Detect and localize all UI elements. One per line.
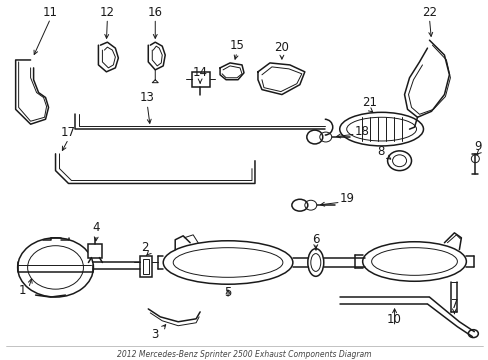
- Text: 18: 18: [353, 125, 368, 138]
- Text: 22: 22: [421, 6, 436, 19]
- Ellipse shape: [387, 151, 411, 171]
- Bar: [192, 72, 210, 87]
- Ellipse shape: [339, 112, 423, 146]
- Text: 16: 16: [147, 6, 163, 19]
- Text: 10: 10: [386, 313, 401, 326]
- Text: 21: 21: [362, 96, 376, 109]
- Text: 7: 7: [450, 298, 457, 311]
- Text: 9: 9: [474, 140, 481, 153]
- Bar: [140, 256, 152, 277]
- Bar: [143, 258, 149, 274]
- Text: 14: 14: [192, 66, 207, 79]
- Text: 19: 19: [339, 192, 353, 205]
- Text: 20: 20: [274, 41, 289, 54]
- Bar: [88, 244, 102, 257]
- Text: 5: 5: [224, 285, 231, 299]
- Text: 4: 4: [93, 221, 100, 234]
- Text: 2: 2: [141, 241, 149, 254]
- Text: 12: 12: [100, 6, 115, 19]
- Text: 2012 Mercedes-Benz Sprinter 2500 Exhaust Components Diagram: 2012 Mercedes-Benz Sprinter 2500 Exhaust…: [117, 350, 370, 359]
- Ellipse shape: [163, 241, 292, 284]
- Ellipse shape: [307, 249, 323, 276]
- Text: 13: 13: [140, 91, 154, 104]
- Text: 1: 1: [19, 284, 26, 297]
- Text: 17: 17: [61, 126, 76, 139]
- Text: 8: 8: [376, 145, 384, 158]
- Text: 6: 6: [311, 233, 319, 246]
- Ellipse shape: [362, 242, 466, 281]
- Text: 11: 11: [43, 6, 58, 19]
- Text: 3: 3: [151, 328, 159, 341]
- Ellipse shape: [18, 238, 93, 297]
- Text: 15: 15: [229, 39, 244, 51]
